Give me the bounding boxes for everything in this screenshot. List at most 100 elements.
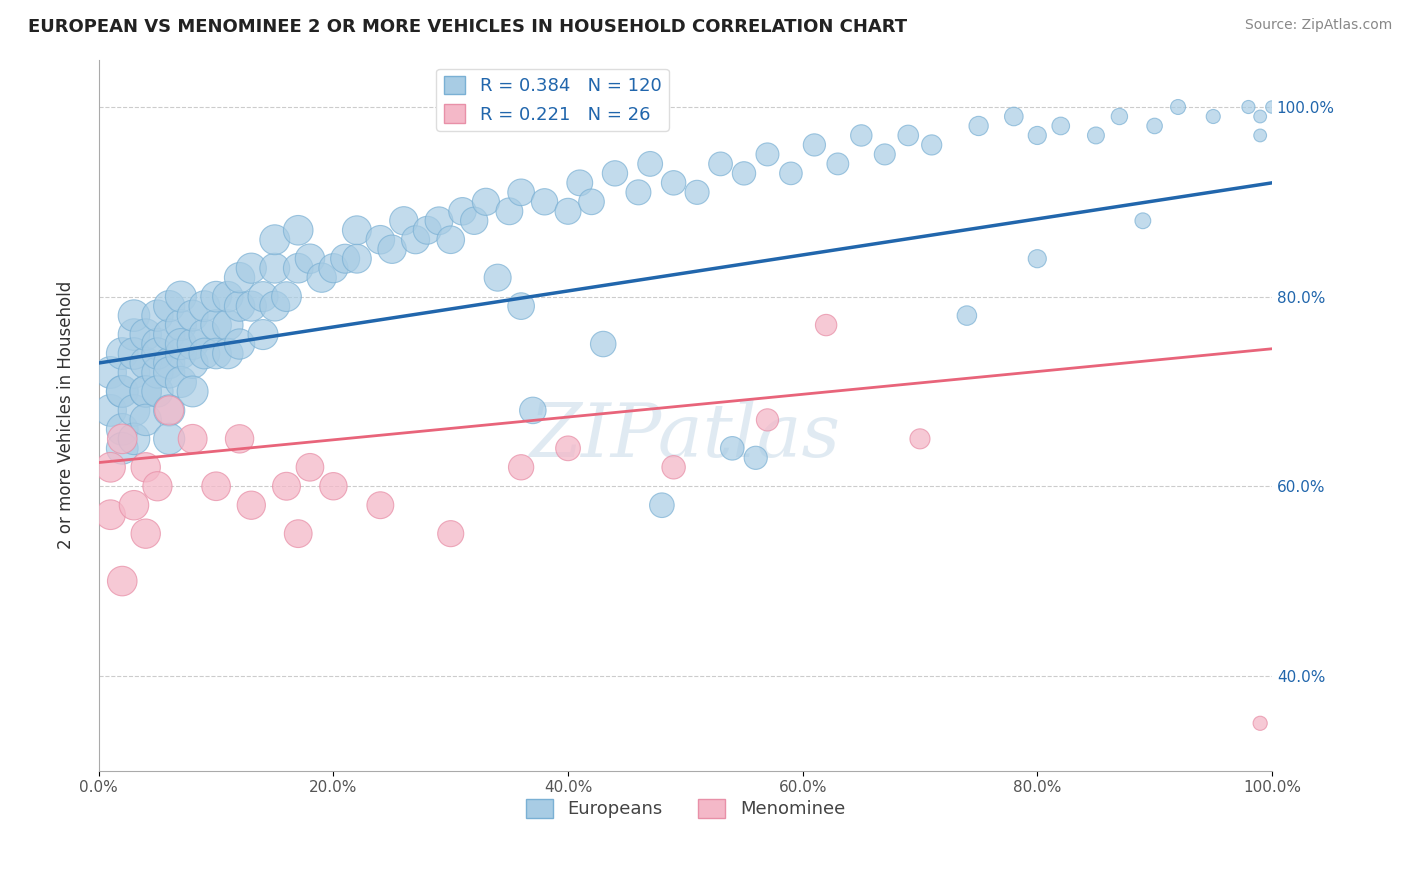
Point: [157, 356, 180, 370]
Point: [205, 318, 228, 332]
Point: [122, 366, 145, 380]
Point: [780, 166, 803, 180]
Point: [1108, 110, 1130, 124]
Point: [111, 574, 134, 588]
Point: [592, 337, 614, 351]
Point: [451, 204, 474, 219]
Point: [557, 204, 579, 219]
Point: [1261, 100, 1284, 114]
Point: [827, 157, 849, 171]
Point: [709, 157, 731, 171]
Point: [228, 337, 250, 351]
Point: [146, 384, 169, 399]
Point: [170, 337, 193, 351]
Point: [1026, 128, 1049, 143]
Point: [181, 337, 204, 351]
Point: [287, 261, 309, 276]
Point: [1132, 214, 1154, 228]
Point: [263, 261, 285, 276]
Point: [100, 508, 122, 522]
Point: [122, 346, 145, 360]
Point: [322, 261, 344, 276]
Point: [181, 432, 204, 446]
Point: [228, 299, 250, 313]
Point: [333, 252, 356, 266]
Point: [440, 526, 463, 541]
Point: [721, 442, 744, 456]
Point: [170, 346, 193, 360]
Point: [427, 214, 450, 228]
Point: [1249, 128, 1271, 143]
Point: [662, 460, 685, 475]
Point: [181, 309, 204, 323]
Point: [146, 346, 169, 360]
Point: [956, 309, 979, 323]
Point: [322, 479, 344, 493]
Point: [263, 233, 285, 247]
Point: [370, 498, 392, 512]
Point: [135, 413, 157, 427]
Point: [100, 460, 122, 475]
Point: [1143, 119, 1166, 133]
Point: [967, 119, 990, 133]
Point: [1249, 110, 1271, 124]
Point: [205, 346, 228, 360]
Text: EUROPEAN VS MENOMINEE 2 OR MORE VEHICLES IN HOUSEHOLD CORRELATION CHART: EUROPEAN VS MENOMINEE 2 OR MORE VEHICLES…: [28, 18, 907, 36]
Y-axis label: 2 or more Vehicles in Household: 2 or more Vehicles in Household: [58, 281, 75, 549]
Point: [370, 233, 392, 247]
Point: [392, 214, 415, 228]
Point: [557, 442, 579, 456]
Point: [803, 137, 825, 152]
Point: [228, 432, 250, 446]
Point: [122, 309, 145, 323]
Point: [276, 479, 298, 493]
Point: [205, 290, 228, 304]
Point: [111, 384, 134, 399]
Point: [745, 450, 768, 465]
Point: [157, 403, 180, 417]
Point: [651, 498, 673, 512]
Point: [111, 442, 134, 456]
Point: [463, 214, 485, 228]
Point: [252, 290, 274, 304]
Point: [851, 128, 873, 143]
Point: [287, 526, 309, 541]
Point: [217, 346, 239, 360]
Point: [603, 166, 626, 180]
Point: [1167, 100, 1189, 114]
Point: [908, 432, 931, 446]
Point: [193, 327, 215, 342]
Point: [638, 157, 661, 171]
Point: [1049, 119, 1071, 133]
Point: [135, 460, 157, 475]
Point: [111, 432, 134, 446]
Point: [146, 366, 169, 380]
Point: [921, 137, 943, 152]
Point: [311, 270, 333, 285]
Point: [111, 346, 134, 360]
Point: [346, 223, 368, 237]
Point: [111, 384, 134, 399]
Point: [217, 318, 239, 332]
Point: [157, 366, 180, 380]
Point: [193, 346, 215, 360]
Point: [440, 233, 463, 247]
Point: [475, 194, 498, 209]
Point: [157, 327, 180, 342]
Point: [405, 233, 427, 247]
Point: [240, 261, 263, 276]
Point: [146, 337, 169, 351]
Point: [193, 299, 215, 313]
Point: [733, 166, 755, 180]
Point: [135, 384, 157, 399]
Point: [416, 223, 439, 237]
Point: [522, 403, 544, 417]
Point: [346, 252, 368, 266]
Point: [135, 356, 157, 370]
Point: [627, 186, 650, 200]
Point: [122, 432, 145, 446]
Point: [122, 327, 145, 342]
Point: [100, 366, 122, 380]
Point: [815, 318, 838, 332]
Point: [510, 299, 533, 313]
